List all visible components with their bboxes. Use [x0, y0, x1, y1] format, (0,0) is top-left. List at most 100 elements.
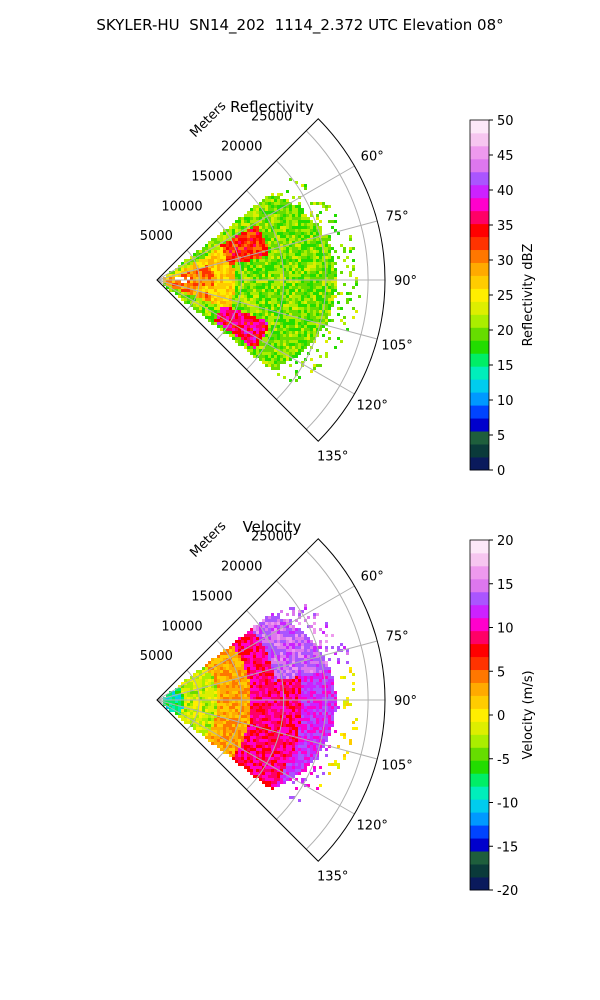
data-cell [265, 301, 268, 304]
data-cell [181, 706, 184, 709]
data-cell [259, 247, 262, 250]
data-cell [250, 325, 253, 328]
data-cell [217, 319, 220, 322]
data-cell [166, 694, 169, 697]
data-cell [268, 724, 271, 727]
data-cell [271, 640, 274, 643]
data-cell [232, 286, 235, 289]
data-cell [214, 256, 217, 259]
data-cell [283, 760, 286, 763]
data-cell [277, 748, 280, 751]
data-cell [217, 256, 220, 259]
data-cell [244, 244, 247, 247]
data-cell [304, 283, 307, 286]
data-cell [196, 700, 199, 703]
data-cell [328, 691, 331, 694]
data-cell [232, 247, 235, 250]
data-cell [259, 646, 262, 649]
data-cell [298, 202, 301, 205]
data-cell [208, 283, 211, 286]
data-cell [244, 652, 247, 655]
data-cell [295, 658, 298, 661]
data-cell [250, 736, 253, 739]
data-cell [274, 337, 277, 340]
data-cell [268, 748, 271, 751]
data-cell [202, 283, 205, 286]
data-cell [289, 265, 292, 268]
colorbar-tick-label: 20 [497, 324, 514, 339]
data-cell [277, 280, 280, 283]
data-cell [232, 655, 235, 658]
data-cell [232, 235, 235, 238]
data-cell [238, 304, 241, 307]
data-cell [217, 280, 220, 283]
data-cell [232, 259, 235, 262]
data-cell [241, 667, 244, 670]
data-cell [301, 739, 304, 742]
data-cell [280, 706, 283, 709]
data-cell [232, 280, 235, 283]
data-cell [235, 223, 238, 226]
data-cell [331, 679, 334, 682]
data-cell [298, 268, 301, 271]
data-cell [256, 679, 259, 682]
data-cell [289, 319, 292, 322]
data-cell [274, 349, 277, 352]
data-cell [325, 238, 328, 241]
data-cell [235, 658, 238, 661]
data-cell [229, 670, 232, 673]
data-cell [217, 235, 220, 238]
data-cell [232, 652, 235, 655]
data-cell [292, 322, 295, 325]
data-cell [187, 259, 190, 262]
data-cell [274, 292, 277, 295]
data-cell [256, 724, 259, 727]
data-cell [280, 310, 283, 313]
data-cell [298, 763, 301, 766]
data-cell [223, 295, 226, 298]
data-cell [265, 655, 268, 658]
data-cell [241, 217, 244, 220]
data-cell [268, 274, 271, 277]
data-cell [241, 238, 244, 241]
data-cell [253, 649, 256, 652]
data-cell [325, 634, 328, 637]
data-cell [298, 670, 301, 673]
data-cell [235, 718, 238, 721]
data-cell [220, 745, 223, 748]
data-cell [274, 250, 277, 253]
data-cell [241, 736, 244, 739]
data-cell [262, 694, 265, 697]
data-cell [217, 316, 220, 319]
data-cell [238, 694, 241, 697]
data-cell [244, 682, 247, 685]
data-cell [265, 628, 268, 631]
data-cell [280, 277, 283, 280]
data-cell [310, 661, 313, 664]
data-cell [343, 259, 346, 262]
data-cell [214, 241, 217, 244]
data-cell [304, 292, 307, 295]
data-cell [268, 643, 271, 646]
data-cell [307, 652, 310, 655]
data-cell [328, 262, 331, 265]
data-cell [322, 268, 325, 271]
data-cell [253, 673, 256, 676]
data-cell [214, 238, 217, 241]
data-cell [253, 763, 256, 766]
data-cell [169, 709, 172, 712]
data-cell [316, 682, 319, 685]
data-cell [292, 223, 295, 226]
data-cell [280, 331, 283, 334]
data-cell [217, 244, 220, 247]
data-cell [244, 232, 247, 235]
data-cell [229, 232, 232, 235]
data-cell [259, 727, 262, 730]
data-cell [238, 283, 241, 286]
data-cell [244, 661, 247, 664]
data-cell [217, 253, 220, 256]
data-cell [175, 292, 178, 295]
data-cell [256, 664, 259, 667]
data-cell [238, 280, 241, 283]
data-cell [223, 724, 226, 727]
